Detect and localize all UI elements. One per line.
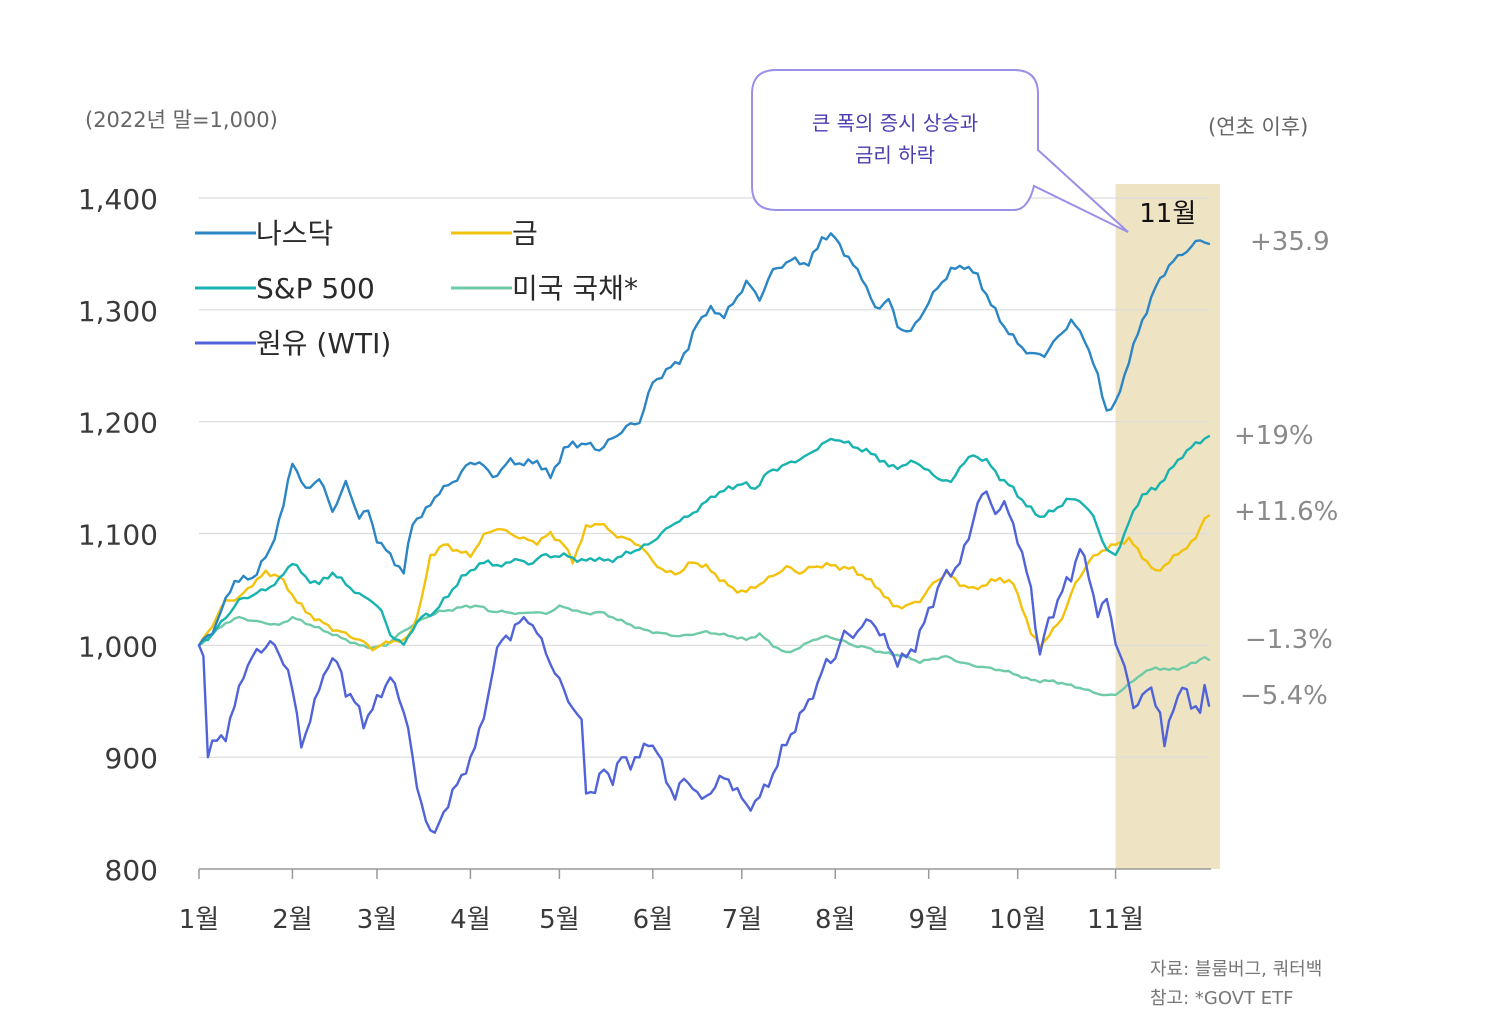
legend-label-wti: 원유 (WTI) (256, 327, 391, 360)
series-line-wti (197, 490, 1211, 834)
y-tick-label: 1,100 (78, 519, 158, 552)
end-label-nasdaq: +35.9 (1250, 227, 1330, 257)
x-tick-label: 7월 (722, 905, 762, 935)
y-tick-label: 800 (105, 854, 158, 887)
series-line-sp500 (197, 435, 1211, 647)
x-tick-label: 8월 (815, 905, 855, 935)
legend-item-sp500: S&P 500 (195, 272, 375, 305)
highlight-band-group: 11월 (1115, 184, 1220, 869)
x-tick-label: 9월 (908, 905, 948, 935)
end-label-sp500: +19% (1234, 421, 1314, 451)
legend-item-treasury: 미국 국채* (451, 272, 638, 305)
x-tick-label: 5월 (539, 905, 579, 935)
y-tick-label: 1,400 (78, 183, 158, 216)
callout-bubble (751, 69, 1129, 233)
x-tick-label: 6월 (633, 905, 673, 935)
legend-item-gold: 금 (451, 217, 538, 250)
x-axis: 1월 2월 3월 4월 5월 6월 7월 8월 9월 10월 11월 (179, 868, 1211, 935)
callout: 큰 폭의 증시 상승과 금리 하락 (751, 69, 1129, 233)
legend-label-sp500: S&P 500 (256, 272, 375, 305)
highlight-band (1115, 184, 1220, 869)
y-tick-label: 1,200 (78, 407, 158, 440)
source-note: 자료: 블룸버그, 쿼터백 참고: *GOVT ETF (1150, 959, 1322, 1009)
legend-label-nasdaq: 나스닥 (256, 217, 333, 250)
legend-item-nasdaq: 나스닥 (195, 217, 333, 250)
end-label-gold: +11.6% (1234, 497, 1338, 527)
source-line-1: 자료: 블룸버그, 쿼터백 (1150, 959, 1322, 980)
highlight-label: 11월 (1139, 199, 1196, 229)
legend-label-treasury: 미국 국채* (512, 272, 638, 305)
legend-label-gold: 금 (512, 217, 538, 250)
y-tick-label: 1,000 (78, 630, 158, 663)
y-axis: 800 900 1,000 1,100 1,200 1,300 1,400 (78, 183, 158, 887)
x-tick-label: 1월 (179, 905, 219, 935)
legend-item-wti: 원유 (WTI) (195, 327, 391, 360)
legend: 나스닥 금 S&P 500 미국 국채* 원유 (WTI) (195, 217, 638, 360)
x-tick-label: 10월 (989, 905, 1046, 935)
x-tick-label: 2월 (272, 905, 312, 935)
x-tick-label: 3월 (357, 905, 397, 935)
source-line-2: 참고: *GOVT ETF (1150, 988, 1293, 1009)
end-label-treasury: −1.3% (1245, 625, 1333, 655)
y-tick-label: 1,300 (78, 295, 158, 328)
end-label-wti: −5.4% (1240, 681, 1328, 711)
series-line-treasury (197, 604, 1211, 697)
x-tick-label: 11월 (1087, 905, 1144, 935)
end-labels: +35.9 +19% +11.6% −1.3% −5.4% (1234, 227, 1338, 711)
unit-note: (2022년 말=1,000) (85, 108, 278, 132)
right-note: (연초 이후) (1208, 115, 1308, 139)
series-line-nasdaq (197, 232, 1211, 647)
x-tick-label: 4월 (450, 905, 490, 935)
series-line-gold (197, 514, 1211, 652)
callout-line-1: 큰 폭의 증시 상승과 (812, 111, 978, 135)
callout-line-2: 금리 하락 (855, 143, 935, 167)
y-tick-label: 900 (105, 742, 158, 775)
series-lines (197, 232, 1211, 834)
